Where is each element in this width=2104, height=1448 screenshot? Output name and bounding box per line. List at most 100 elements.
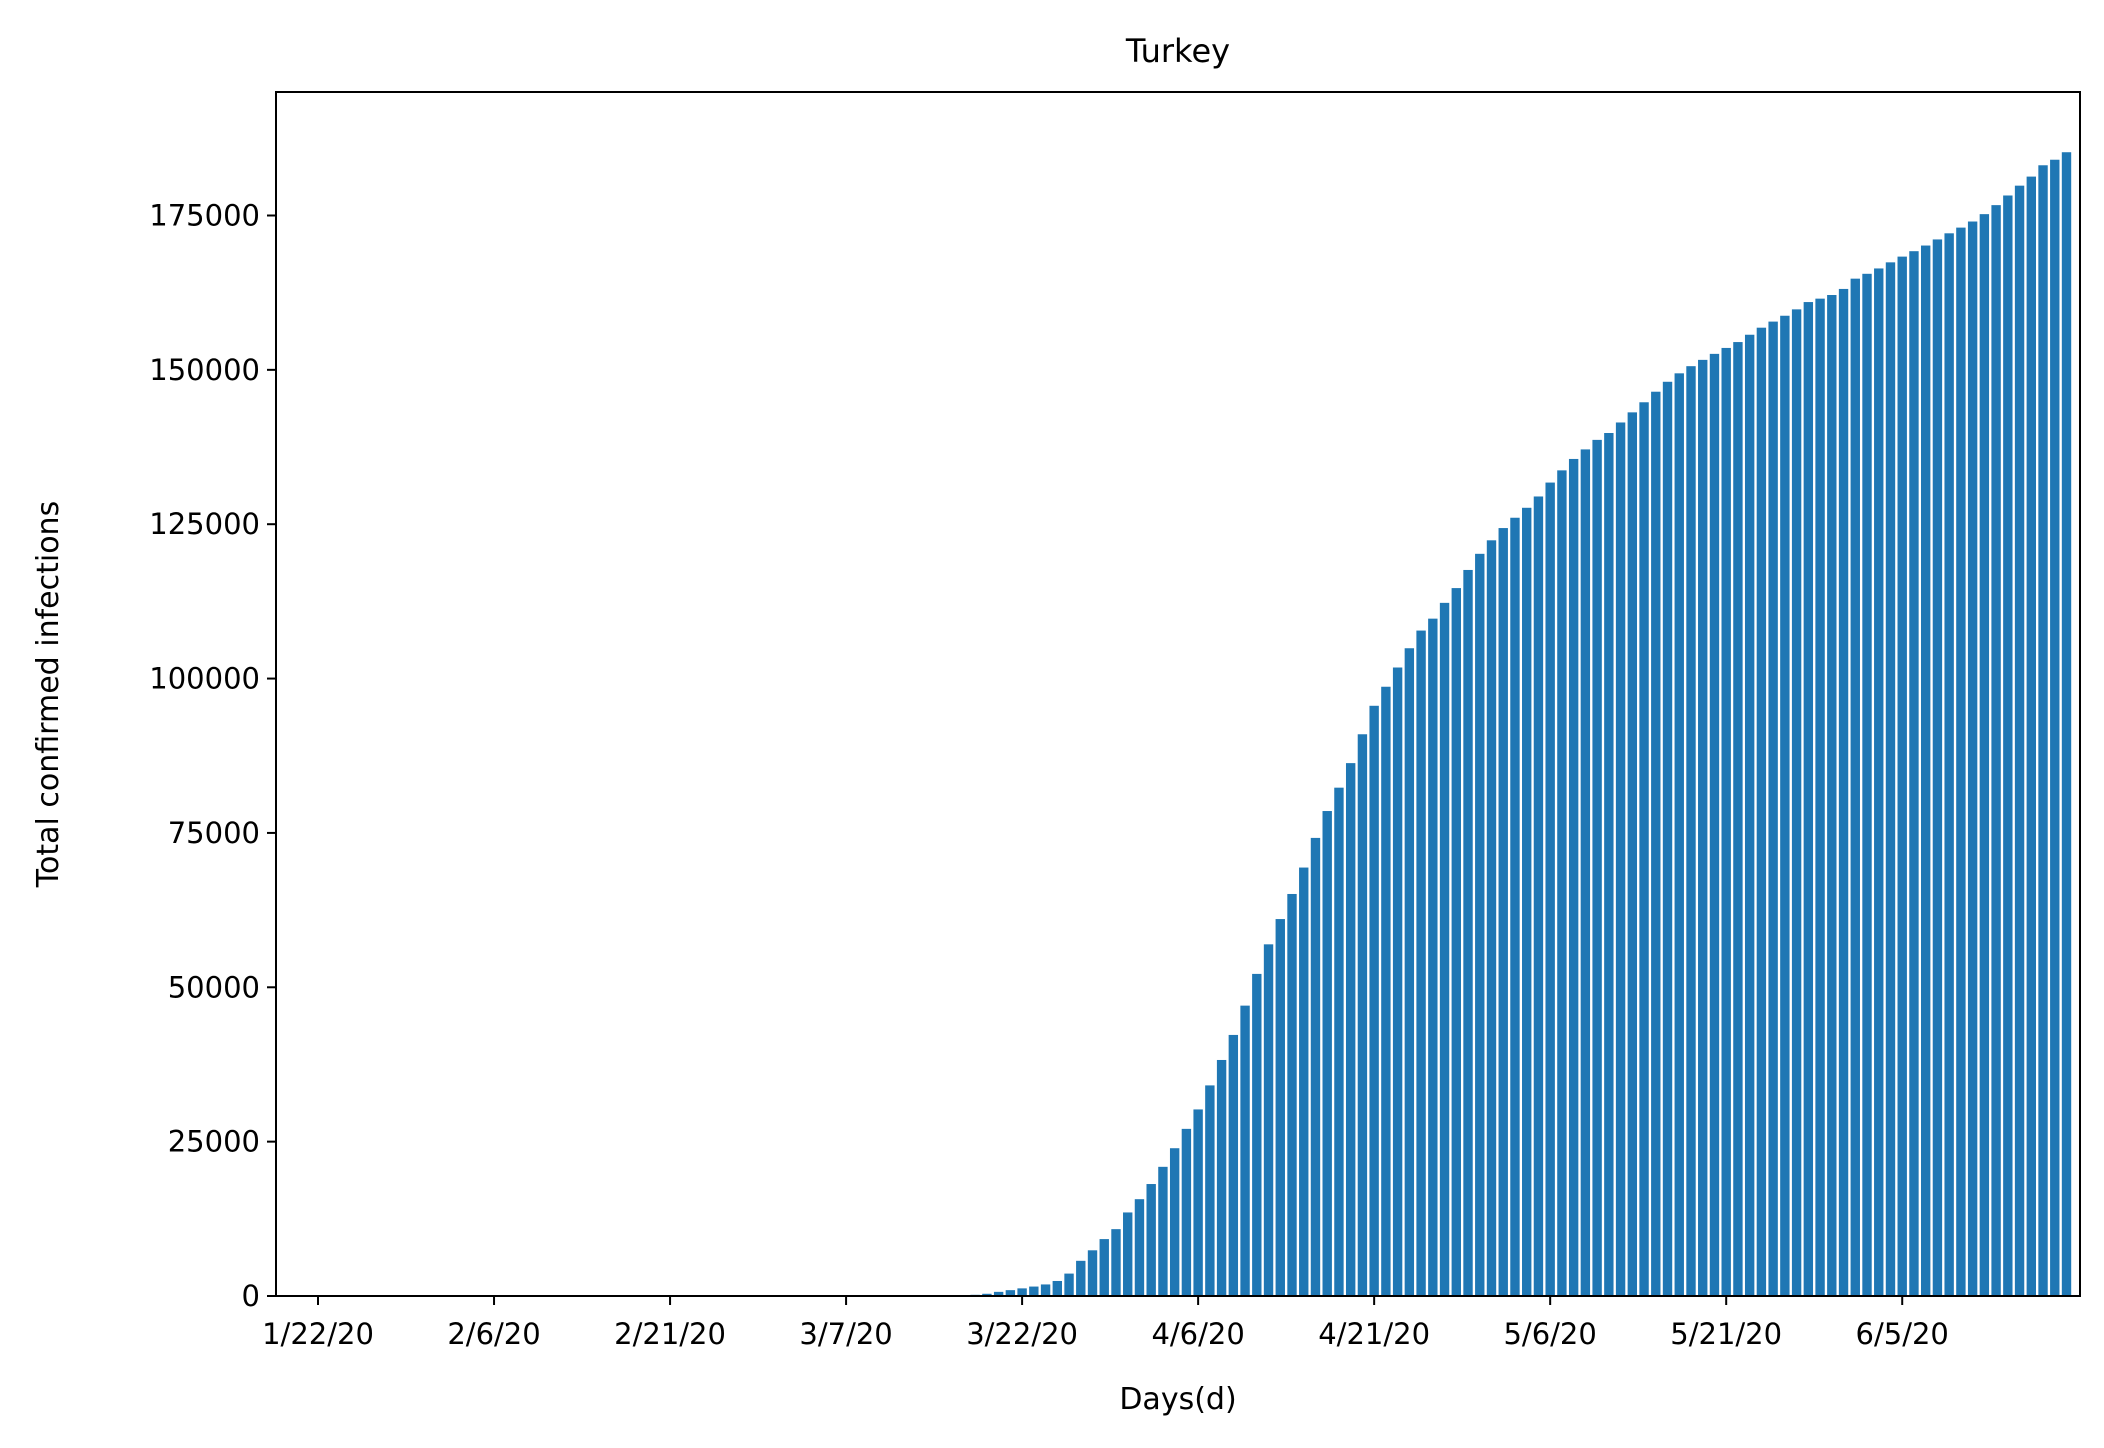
bar: [1580, 449, 1591, 1296]
x-tick-label: 5/6/20: [1503, 1317, 1596, 1351]
x-tick-label: 2/6/20: [447, 1317, 540, 1351]
y-tick-label: 175000: [149, 198, 260, 232]
bar: [2038, 165, 2048, 1296]
bar: [1252, 973, 1262, 1296]
bar: [1756, 327, 1767, 1296]
bar: [1733, 342, 1743, 1296]
bar: [1662, 381, 1673, 1296]
bar: [1920, 245, 1931, 1296]
bar: [1967, 221, 1978, 1296]
bar: [1498, 528, 1508, 1296]
bar: [993, 1291, 1004, 1296]
bar: [1029, 1286, 1039, 1296]
bar: [1158, 1166, 1168, 1296]
y-tick-label: 25000: [168, 1125, 260, 1159]
bar: [1076, 1260, 1086, 1296]
bar: [1310, 837, 1321, 1296]
bar: [1932, 239, 1943, 1297]
x-tick-label: 4/6/20: [1151, 1317, 1244, 1351]
y-axis-ticks: 0 25000 50000 75000 100000 125000 150000 175000: [149, 198, 276, 1313]
bar: [1428, 618, 1438, 1296]
y-axis-label: Total confirmed infections: [31, 501, 66, 888]
bar: [2014, 185, 2025, 1296]
bar: [1698, 359, 1708, 1296]
y-tick-label: 125000: [149, 507, 260, 541]
bar: [1299, 867, 1309, 1296]
bar: [1099, 1239, 1109, 1296]
bar: [1639, 402, 1649, 1296]
x-tick-label: 4/21/20: [1318, 1317, 1430, 1351]
bar: [2003, 195, 2013, 1297]
bar: [1240, 1005, 1250, 1296]
bar: [2061, 152, 2072, 1297]
bar: [1744, 334, 1755, 1296]
bar: [1111, 1229, 1121, 1296]
bar: [1874, 268, 1884, 1297]
bar: [1181, 1128, 1192, 1296]
bar: [1381, 686, 1391, 1296]
x-axis-ticks: 1/22/20 2/6/20 2/21/20 3/7/20 3/22/20 4/6/20 4…: [262, 1296, 1949, 1351]
bar: [1604, 433, 1614, 1296]
x-tick-label: 3/7/20: [799, 1317, 892, 1351]
bar: [1991, 205, 2001, 1296]
bar: [1627, 412, 1638, 1296]
y-tick-label: 50000: [168, 970, 260, 1004]
bar: [1369, 705, 1379, 1296]
bar: [1287, 893, 1297, 1296]
bar: [1615, 422, 1626, 1297]
bar: [2026, 176, 2036, 1297]
bar: [1522, 507, 1532, 1296]
x-tick-label: 3/22/20: [966, 1317, 1078, 1351]
bar: [1392, 667, 1403, 1296]
bar: [1721, 347, 1731, 1296]
x-tick-label: 5/21/20: [1670, 1317, 1782, 1351]
bar: [1228, 1034, 1239, 1296]
bar: [1897, 256, 1907, 1296]
x-axis-label: Days(d): [1119, 1382, 1236, 1417]
bar: [1780, 315, 1790, 1296]
bar: [1322, 811, 1332, 1296]
bar: [1944, 233, 1954, 1296]
bar: [1979, 214, 1990, 1296]
bar: [1451, 588, 1461, 1296]
bar: [1651, 391, 1661, 1297]
bar: [1686, 366, 1696, 1296]
bar: [1791, 309, 1802, 1296]
y-tick-label: 100000: [149, 662, 260, 696]
bar: [1592, 439, 1602, 1296]
bar: [1263, 944, 1274, 1296]
bar: [1510, 517, 1520, 1296]
bar: [1486, 540, 1497, 1296]
bar: [1463, 569, 1473, 1296]
bar: [1005, 1290, 1016, 1296]
bar: [1674, 373, 1684, 1297]
bar: [1017, 1288, 1027, 1296]
bar: [982, 1293, 992, 1296]
bar: [1345, 763, 1356, 1296]
bar: [1123, 1212, 1133, 1296]
bar: [1275, 919, 1285, 1296]
bar: [1709, 353, 1720, 1296]
bar: [1885, 262, 1896, 1297]
bar: [1193, 1109, 1203, 1296]
y-tick-label: 150000: [149, 353, 260, 387]
bar: [1416, 630, 1426, 1296]
bar: [1827, 295, 1837, 1296]
bar: [1533, 496, 1544, 1297]
bar: [1134, 1199, 1145, 1296]
bar: [1439, 602, 1450, 1296]
bar: [1216, 1059, 1227, 1296]
bar: [1838, 288, 1849, 1296]
x-tick-label: 6/5/20: [1856, 1317, 1949, 1351]
bar: [1404, 648, 1415, 1296]
bar: [1475, 553, 1485, 1296]
bar: [2050, 159, 2060, 1297]
bar: [1768, 321, 1778, 1297]
bar: [1169, 1148, 1180, 1296]
bar: [1909, 251, 1919, 1297]
bar: [1545, 482, 1555, 1296]
bar: [1064, 1273, 1074, 1296]
bar: [1803, 302, 1814, 1296]
x-tick-label: 1/22/20: [262, 1317, 374, 1351]
